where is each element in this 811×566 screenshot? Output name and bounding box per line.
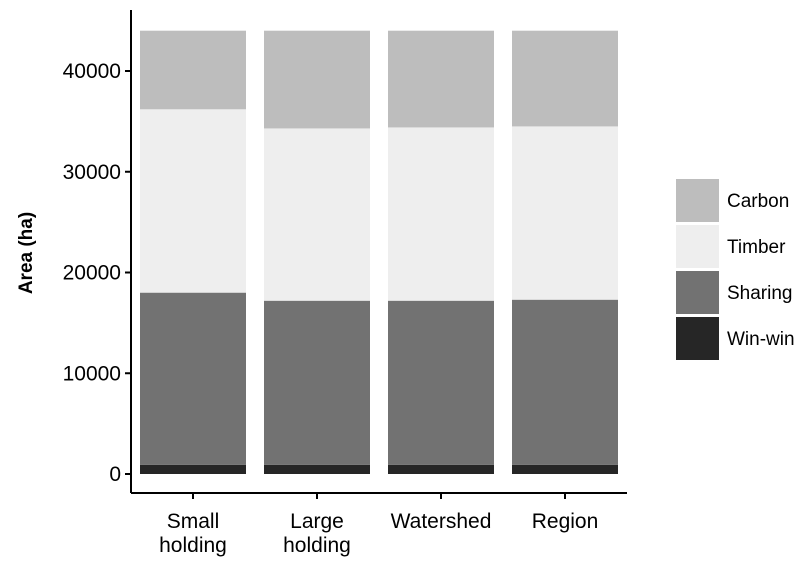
bar-segment-sharing-2 [388, 300, 494, 465]
legend-swatch-win-win [676, 317, 719, 360]
y-tick-label: 20000 [63, 262, 121, 285]
bar-segment-sharing-1 [264, 300, 370, 465]
legend-swatch-carbon [676, 179, 719, 222]
bar-segment-timber-1 [264, 128, 370, 301]
bar-segment-timber-2 [388, 127, 494, 301]
legend-label: Sharing [727, 283, 793, 304]
bar-segment-sharing-0 [140, 292, 246, 465]
bar-segment-carbon-3 [512, 30, 618, 127]
bar-segment-carbon-1 [264, 30, 370, 129]
bar-segment-carbon-2 [388, 30, 494, 128]
legend: Carbon Timber Sharing Win-win [676, 179, 795, 360]
bar-segment-win-win-2 [388, 464, 494, 474]
bar-segment-timber-0 [140, 109, 246, 293]
legend-label: Timber [727, 237, 786, 258]
x-ticks: Small holding Large holding Watershed Region [159, 493, 598, 557]
bar-segment-win-win-0 [140, 464, 246, 474]
x-tick-label: Region [532, 510, 599, 533]
bar-segment-win-win-1 [264, 464, 370, 474]
legend-swatch-sharing [676, 271, 719, 314]
y-tick-label: 10000 [63, 362, 121, 385]
x-tick-label: Large holding [283, 510, 351, 557]
bar-segment-sharing-3 [512, 299, 618, 465]
y-axis-label: Area (ha) [16, 212, 37, 294]
x-tick-label: Watershed [391, 510, 492, 533]
bar-segment-win-win-3 [512, 464, 618, 474]
y-tick-label: 30000 [63, 161, 121, 184]
y-tick-label: 0 [109, 463, 121, 486]
bar-segment-timber-3 [512, 126, 618, 300]
legend-swatch-timber [676, 225, 719, 268]
bars-group [140, 30, 618, 474]
legend-label: Carbon [727, 191, 789, 212]
y-tick-label: 40000 [63, 60, 121, 83]
y-ticks: 0 10000 20000 30000 40000 [63, 60, 131, 486]
legend-label: Win-win [727, 329, 795, 350]
x-tick-label: Small holding [159, 510, 227, 557]
bar-segment-carbon-0 [140, 30, 246, 110]
